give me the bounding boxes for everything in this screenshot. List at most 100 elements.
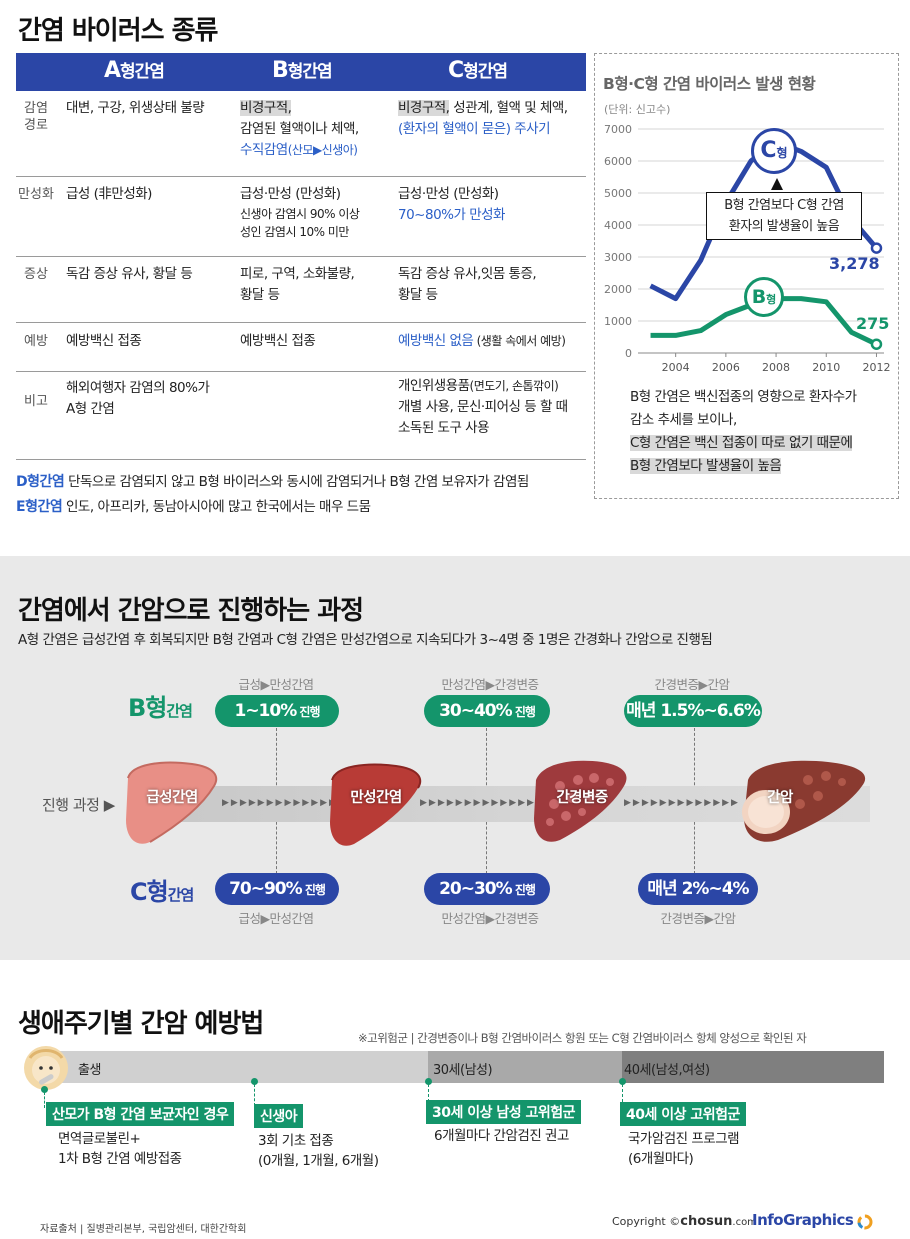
- header-a: A형간염: [104, 58, 165, 83]
- row-divider: [16, 176, 586, 177]
- row-divider: [16, 459, 586, 460]
- symptom-a: 독감 증상 유사, 황달 등: [66, 266, 193, 282]
- y-tick-label: 5000: [604, 187, 632, 200]
- text-40-high-risk: 국가암검진 프로그램 (6개월마다): [628, 1131, 740, 1167]
- series-end-point-1: [870, 338, 883, 350]
- tag-30-male: 30세 이상 남성 고위험군: [426, 1100, 582, 1124]
- c-pill-3: 매년 2%~4%: [638, 873, 758, 905]
- tag-newborn: 신생아: [254, 1104, 304, 1128]
- tag-maternal-carrier: 산모가 B형 간염 보균자인 경우: [46, 1102, 235, 1126]
- prevention-c: 예방백신 없음 (생활 속에서 예방): [398, 333, 566, 349]
- x-tick-label: 2008: [762, 361, 790, 374]
- section2-title: 간염에서 간암으로 진행하는 과정: [18, 596, 364, 626]
- b-type-badge: B형: [744, 277, 784, 317]
- timeline-dot: [251, 1078, 258, 1085]
- route-a: 대변, 구강, 위생상태 불량: [66, 100, 205, 116]
- symptom-b: 피로, 구역, 소화불량, 황달 등: [240, 266, 355, 303]
- liver-acute-icon: [126, 761, 218, 844]
- chronic-c: 급성·만성 (만성화) 70~80%가 만성화: [398, 186, 505, 223]
- timeline-label-30: 30세(남성): [433, 1063, 493, 1078]
- timeline-segment-birth: [40, 1051, 430, 1083]
- c-stage-3: 간경변증▶간암: [660, 911, 736, 926]
- prevention-a: 예방백신 접종: [66, 333, 142, 349]
- section2-subtitle: A형 간염은 급성간염 후 회복되지만 B형 간염과 C형 간염은 만성간염으로…: [18, 632, 713, 648]
- remarks-c: 개인위생용품(면도기, 손톱깎이) 개별 사용, 문신·피어싱 등 할 때 소독…: [398, 378, 568, 436]
- section1-title: 간염 바이러스 종류: [18, 16, 218, 46]
- y-tick-label: 2000: [604, 283, 632, 296]
- chart-title: B형·C형 간염 바이러스 발생 현황: [603, 75, 816, 93]
- row-label-remarks: 비고: [24, 394, 48, 409]
- row-label-prevention: 예방: [24, 334, 48, 349]
- y-tick-label: 0: [625, 347, 632, 360]
- timeline-dot: [41, 1086, 48, 1093]
- ring-logo-icon: [857, 1214, 873, 1230]
- callout-arrow: [771, 178, 783, 190]
- y-tick-label: 4000: [604, 219, 632, 232]
- arrows-3: ▶▶▶▶▶▶▶▶▶▶▶▶▶: [624, 798, 740, 808]
- timeline-dot: [425, 1078, 432, 1085]
- row-label-symptom: 증상: [24, 267, 48, 282]
- timeline-connector: [622, 1084, 623, 1102]
- timeline-connector: [428, 1084, 429, 1102]
- timeline-label-birth: 출생: [78, 1063, 101, 1078]
- text-maternal-carrier: 면역글로불린+ 1차 B형 간염 예방접종: [58, 1131, 182, 1167]
- y-tick-label: 7000: [604, 123, 632, 136]
- progress-label: 진행 과정 ▶: [42, 796, 115, 814]
- y-tick-label: 6000: [604, 155, 632, 168]
- row-divider: [16, 371, 586, 372]
- x-tick-label: 2012: [862, 361, 890, 374]
- timeline-connector: [44, 1092, 45, 1108]
- timeline-segment-30: [428, 1051, 624, 1083]
- row-label-chronic: 만성화: [18, 187, 54, 202]
- note-hepatitis-d: D형간염 단독으로 감염되지 않고 B형 바이러스와 동시에 감염되거나 B형 …: [16, 474, 529, 490]
- infographics-logo: InfoGraphics: [752, 1211, 854, 1229]
- timeline-connector: [254, 1084, 255, 1106]
- liver-chronic-label: 만성간염: [350, 790, 402, 806]
- series-end-point-0: [870, 242, 883, 254]
- x-tick-label: 2004: [662, 361, 690, 374]
- baby-icon: [24, 1046, 68, 1090]
- incidence-chart: 7000 6000 5000 4000 3000 2000 1000 0 2004 2006 20…: [604, 123, 890, 374]
- chronic-a: 급성 (非만성화): [66, 186, 152, 202]
- c-type-label: C형간염: [130, 878, 194, 906]
- timeline-dot: [619, 1078, 626, 1085]
- section3-title: 생애주기별 간암 예방법: [18, 1009, 264, 1039]
- prevention-b: 예방백신 접종: [240, 333, 316, 349]
- high-risk-footnote: ※고위험군 | 간경변증이나 B형 간염바이러스 항원 또는 C형 간염바이러스…: [358, 1031, 807, 1045]
- liver-cancer-icon: [742, 760, 866, 842]
- source-text: 자료출처 | 질병관리본부, 국립암센터, 대한간학회: [40, 1224, 247, 1235]
- row-label-route: 감염 경로: [24, 101, 48, 133]
- remarks-a: 해외여행자 감염의 80%가 A형 간염: [66, 380, 210, 417]
- chronic-b: 급성·만성 (만성화) 신생아 감염시 90% 이상 성인 감염시 10% 미만: [240, 186, 360, 239]
- c-stage-2: 만성간염▶간경변증: [441, 911, 539, 926]
- arrows-2: ▶▶▶▶▶▶▶▶▶▶▶▶▶: [420, 798, 536, 808]
- tag-40-high-risk: 40세 이상 고위험군: [620, 1102, 746, 1126]
- b-pill-1: 1~10% 진행: [215, 695, 339, 727]
- route-c: 비경구적, 성관계, 혈액 및 체액, (환자의 혈액이 묻은) 주사기: [398, 100, 568, 137]
- b-pill-2: 30~40% 진행: [424, 695, 550, 727]
- liver-acute-label: 급성간염: [146, 790, 198, 806]
- text-newborn: 3회 기초 접종 (0개월, 1개월, 6개월): [258, 1133, 379, 1169]
- c-pill-2: 20~30% 진행: [424, 873, 550, 905]
- b-type-label: B형간염: [128, 694, 193, 722]
- c-pill-1: 70~90% 진행: [215, 873, 339, 905]
- text-30-male: 6개월마다 간암검진 권고: [434, 1128, 569, 1144]
- x-tick-label: 2010: [812, 361, 840, 374]
- incidence-panel: [594, 53, 899, 499]
- b-stage-1: 급성▶만성간염: [238, 677, 314, 692]
- x-tick-label: 2006: [712, 361, 740, 374]
- c-last-value: 3,278: [829, 254, 880, 273]
- b-stage-2: 만성간염▶간경변증: [441, 677, 539, 692]
- route-b: 비경구적, 감염된 혈액이나 체액, 수직감염(산모▶신생아): [240, 100, 359, 158]
- row-divider: [16, 256, 586, 257]
- timeline-label-40: 40세(남성,여성): [624, 1063, 710, 1078]
- b-pill-3: 매년 1.5%~6.6%: [624, 695, 762, 727]
- chart-unit: (단위: 신고수): [604, 103, 671, 116]
- row-divider: [16, 322, 586, 323]
- chart-callout: B형 간염보다 C형 간염 환자의 발생율이 높음: [706, 192, 862, 240]
- liver-cirrhosis-icon: [534, 760, 627, 842]
- arrows-1: ▶▶▶▶▶▶▶▶▶▶▶▶▶: [222, 798, 338, 808]
- copyright: Copyright ©chosun.com: [612, 1214, 757, 1229]
- y-tick-label: 1000: [604, 315, 632, 328]
- header-c: C형간염: [448, 58, 508, 83]
